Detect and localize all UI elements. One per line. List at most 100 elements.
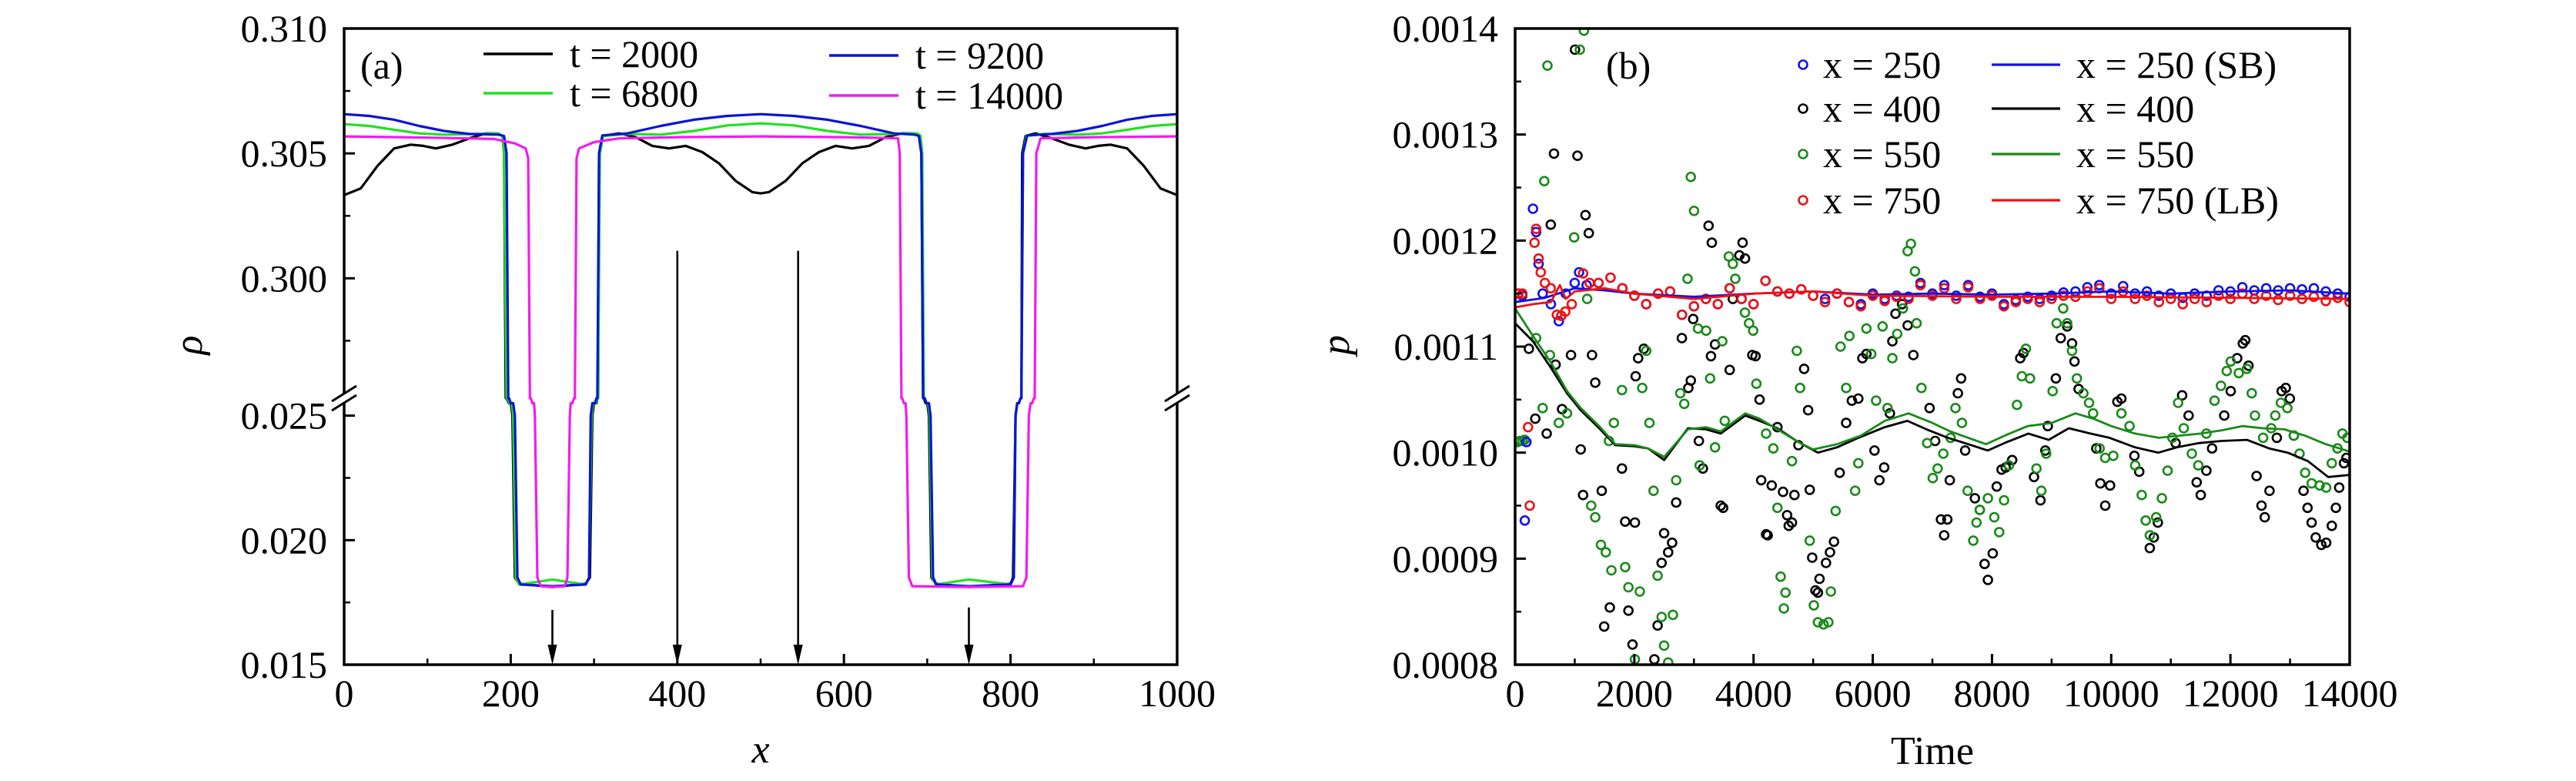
scatter-point <box>1939 283 1950 294</box>
scatter-point <box>2330 502 2341 514</box>
scatter-point <box>1587 350 1597 360</box>
scatter-point <box>1761 428 1771 439</box>
scatter-point <box>1781 510 1793 521</box>
scatter-point <box>1596 485 1607 497</box>
scatter-point <box>1987 548 1999 559</box>
scatter-point <box>1541 428 1552 439</box>
x-tick-label: 2000 <box>1596 672 1673 715</box>
scatter-point <box>1629 290 1640 301</box>
scatter-point <box>1583 227 1594 239</box>
scatter-point <box>1701 325 1711 337</box>
legend-label: x = 550 <box>1823 132 1941 176</box>
scatter-point <box>1989 511 2000 523</box>
panel-b-y-axis-label: p <box>1314 335 1358 358</box>
scatter-point <box>1685 171 1696 183</box>
scatter-point <box>1663 547 1674 558</box>
scatter-point <box>1535 266 1547 278</box>
scatter-point <box>2241 364 2253 374</box>
scatter-point <box>1629 517 1641 528</box>
scatter-point <box>1821 557 1832 568</box>
scatter-point <box>1768 443 1779 454</box>
scatter-point <box>2062 320 2073 332</box>
scatter-point <box>1539 176 1550 186</box>
scatter-point <box>1560 306 1571 317</box>
scatter-point <box>1808 600 1819 611</box>
x-tick-label: 600 <box>815 672 873 715</box>
scatter-point <box>2342 432 2350 444</box>
scatter-point <box>1751 378 1762 390</box>
scatter-point <box>2221 365 2233 377</box>
scatter-point <box>2029 471 2039 483</box>
scatter-point <box>1604 602 1615 613</box>
scatter-point <box>1915 280 1926 291</box>
curve-series-0 <box>344 132 1177 588</box>
scatter-point <box>1641 345 1652 357</box>
scatter-point <box>1676 333 1688 344</box>
scatter-series-3 <box>1515 223 2350 511</box>
scatter-point <box>1705 350 1717 362</box>
legend-label: x = 750 <box>1823 179 1941 222</box>
scatter-point <box>1724 283 1735 294</box>
scatter-point <box>1950 402 1961 414</box>
scatter-point <box>2105 480 2116 491</box>
scatter-point <box>1959 445 1971 456</box>
scatter-point <box>1688 205 1700 216</box>
scatter-point <box>2106 288 2117 300</box>
scatter-point <box>1682 273 1693 284</box>
scatter-point <box>1775 571 1786 582</box>
scatter-point <box>2071 373 2083 384</box>
scatter-point <box>2270 410 2281 421</box>
x-tick-label: 4000 <box>1715 672 1792 715</box>
scatter-point <box>1778 603 1789 614</box>
scatter-point <box>1671 497 1681 508</box>
scatter-point <box>1755 474 1767 486</box>
scatter-point <box>1706 237 1718 248</box>
x-tick-label: 8000 <box>1953 672 2030 715</box>
x-tick-label: 6000 <box>1835 672 1912 715</box>
scatter-point <box>1865 348 1877 360</box>
legend-entry: x = 550 <box>1992 132 2194 176</box>
scatter-point <box>2209 395 2220 407</box>
scatter-point <box>1878 462 1890 473</box>
scatter-point <box>1531 223 1542 235</box>
y-tick-label: 0.300 <box>241 256 328 300</box>
scatter-point <box>2320 482 2332 493</box>
scatter-point <box>2306 517 2317 528</box>
scatter-point <box>2141 290 2153 301</box>
scatter-point <box>1784 288 1795 300</box>
scatter-point <box>1608 417 1620 428</box>
scatter-point <box>2191 477 2203 488</box>
panel-a-label: (a) <box>360 44 403 87</box>
scatter-point <box>2094 443 2105 454</box>
scatter-point <box>1685 375 1696 386</box>
scatter-point <box>2177 299 2188 310</box>
scatter-point <box>1804 535 1815 546</box>
legend-entry: x = 250 (SB) <box>1992 43 2277 86</box>
scatter-point <box>1905 238 1916 250</box>
scatter-point <box>2341 452 2350 464</box>
scatter-point <box>1577 489 1589 501</box>
scatter-point <box>1606 565 1617 576</box>
scatter-point <box>1962 485 1973 497</box>
scatter-point <box>1565 350 1577 360</box>
x-tick-label: 12000 <box>2183 672 2279 715</box>
scatter-point <box>1620 516 1631 528</box>
legend-label: x = 550 <box>2076 132 2194 176</box>
scatter-point <box>1855 300 1866 312</box>
legend-label: x = 400 <box>2076 87 2194 130</box>
scatter-point <box>1823 617 1834 628</box>
y-tick-label: 0.0014 <box>1393 7 1499 50</box>
scatter-point <box>2282 402 2293 414</box>
scatter-point <box>2144 530 2156 541</box>
scatter-point <box>1577 268 1589 279</box>
scatter-point <box>1778 486 1788 498</box>
axis-break-mark <box>331 384 357 403</box>
scatter-point <box>1548 148 1560 159</box>
scatter-point <box>2297 283 2307 295</box>
scatter-point <box>2141 286 2153 297</box>
legend-label: t = 9200 <box>915 34 1044 77</box>
scatter-point <box>2042 421 2053 432</box>
scatter-point <box>2320 537 2332 548</box>
scatter-point <box>2144 542 2156 554</box>
legend-label: x = 750 (LB) <box>2076 179 2279 222</box>
